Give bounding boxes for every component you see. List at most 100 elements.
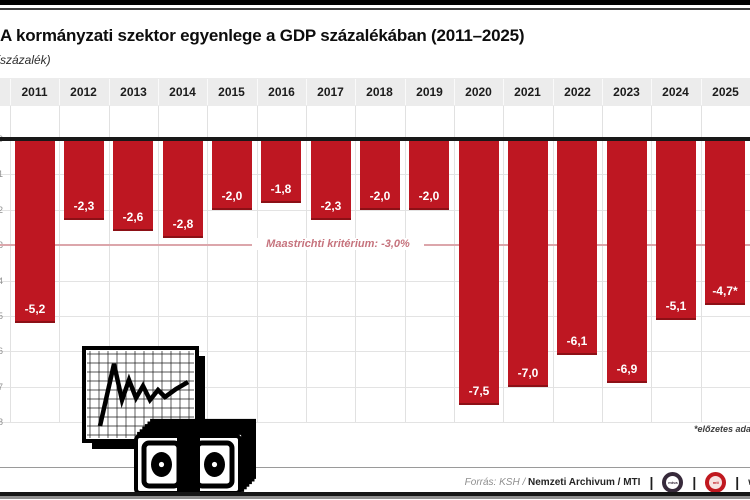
column-separator bbox=[454, 106, 455, 422]
column-separator bbox=[701, 106, 702, 422]
source-prefix: Forrás: KSH / bbox=[464, 476, 529, 488]
gridline bbox=[0, 351, 750, 352]
bar-value-label: -6,1 bbox=[566, 334, 588, 348]
column-separator bbox=[59, 106, 60, 422]
zigzag-trend-line bbox=[97, 363, 190, 427]
money-stack-pictogram bbox=[134, 418, 256, 495]
y-tick-label: -2 bbox=[0, 205, 3, 215]
y-tick-label: -6 bbox=[0, 346, 3, 356]
footer-divider: | bbox=[735, 474, 740, 490]
mti-logo-text: mti bbox=[712, 479, 719, 485]
column-separator bbox=[355, 106, 356, 422]
bar-value-label: -2,0 bbox=[221, 189, 243, 203]
year-label: 2018 bbox=[366, 85, 393, 99]
year-label: 2013 bbox=[120, 85, 147, 99]
column-separator bbox=[257, 106, 258, 422]
header-column-separator bbox=[503, 79, 504, 105]
bar-2021: -7,0 bbox=[508, 141, 548, 387]
footer-divider: | bbox=[649, 474, 654, 490]
year-label: 2019 bbox=[416, 85, 443, 99]
y-tick-label: -5 bbox=[0, 311, 3, 321]
header-column-separator bbox=[109, 79, 110, 105]
gridline bbox=[0, 281, 750, 282]
bar-2022: -6,1 bbox=[557, 141, 597, 355]
footer: Forrás: KSH / Nemzeti Archivum / MTI | m… bbox=[465, 470, 750, 494]
bar-2012: -2,3 bbox=[64, 141, 104, 220]
top-frame-bar bbox=[0, 0, 750, 5]
bottom-frame-shade bbox=[0, 496, 750, 499]
header-column-separator bbox=[207, 79, 208, 105]
year-label: 2014 bbox=[169, 85, 196, 99]
mtva-logo-text: mtva bbox=[668, 479, 678, 485]
year-label: 2011 bbox=[21, 85, 48, 99]
header-column-separator bbox=[701, 79, 702, 105]
zero-axis-line bbox=[0, 137, 750, 141]
header-column-separator bbox=[10, 79, 11, 105]
y-tick-label: -1 bbox=[0, 169, 3, 179]
year-label: 2015 bbox=[218, 85, 245, 99]
gridline bbox=[0, 316, 750, 317]
url-fragment: w bbox=[748, 477, 750, 488]
bar-value-label: -2,3 bbox=[73, 199, 95, 213]
column-separator bbox=[651, 106, 652, 422]
bar-2014: -2,8 bbox=[163, 141, 203, 238]
header-column-separator bbox=[59, 79, 60, 105]
bar-value-label: -7,5 bbox=[468, 384, 490, 398]
year-label: 2016 bbox=[268, 85, 295, 99]
gridline bbox=[0, 210, 750, 211]
header-column-separator bbox=[257, 79, 258, 105]
bar-2017: -2,3 bbox=[311, 141, 351, 220]
header-column-separator bbox=[553, 79, 554, 105]
line-chart-pictogram bbox=[82, 346, 205, 449]
header-column-separator bbox=[306, 79, 307, 105]
unit-label: (százalék) bbox=[0, 53, 51, 67]
column-separator bbox=[158, 106, 159, 422]
header-column-separator bbox=[602, 79, 603, 105]
year-label: 2024 bbox=[662, 85, 689, 99]
top-frame-line bbox=[0, 8, 750, 10]
chart-and-money-illustration bbox=[82, 346, 256, 495]
header-column-separator bbox=[355, 79, 356, 105]
gridline bbox=[0, 422, 750, 423]
column-separator bbox=[207, 106, 208, 422]
year-label: 2017 bbox=[317, 85, 344, 99]
bar-2020: -7,5 bbox=[459, 141, 499, 405]
column-separator bbox=[553, 106, 554, 422]
bar-2016: -1,8 bbox=[261, 141, 301, 203]
bar-value-label: -2,0 bbox=[418, 189, 440, 203]
mtva-logo: mtva bbox=[662, 471, 684, 493]
y-tick-label: -8 bbox=[0, 417, 3, 427]
bar-value-label: -2,8 bbox=[172, 217, 194, 231]
year-label: 2020 bbox=[465, 85, 492, 99]
maastricht-reference-label: Maastrichti kritérium: -3,0% bbox=[252, 238, 424, 250]
mti-logo: mti bbox=[705, 471, 727, 493]
bar-2015: -2,0 bbox=[212, 141, 252, 210]
column-separator bbox=[10, 106, 11, 422]
header-column-separator bbox=[158, 79, 159, 105]
bar-value-label: -7,0 bbox=[517, 366, 539, 380]
bar-2023: -6,9 bbox=[607, 141, 647, 383]
source-main: Nemzeti Archivum / MTI bbox=[528, 476, 641, 488]
bar-value-label: -5,1 bbox=[665, 299, 687, 313]
money-band bbox=[177, 420, 200, 492]
column-separator bbox=[503, 106, 504, 422]
bar-value-label: -1,8 bbox=[270, 182, 292, 196]
column-separator bbox=[306, 106, 307, 422]
footer-divider: | bbox=[692, 474, 697, 490]
bar-value-label: -2,3 bbox=[320, 199, 342, 213]
header-column-separator bbox=[405, 79, 406, 105]
bar-value-label: -2,6 bbox=[122, 210, 144, 224]
bar-2024: -5,1 bbox=[656, 141, 696, 320]
bar-2025: -4,7* bbox=[705, 141, 745, 305]
y-tick-label: -7 bbox=[0, 382, 3, 392]
year-header-band bbox=[0, 78, 750, 106]
footer-separator-line bbox=[0, 467, 750, 468]
header-column-separator bbox=[651, 79, 652, 105]
column-separator bbox=[109, 106, 110, 422]
source-credit: Forrás: KSH / Nemzeti Archivum / MTI bbox=[465, 477, 641, 488]
year-label: 2012 bbox=[70, 85, 97, 99]
year-label: 2022 bbox=[564, 85, 591, 99]
header-column-separator bbox=[454, 79, 455, 105]
y-tick-label: -4 bbox=[0, 276, 3, 286]
